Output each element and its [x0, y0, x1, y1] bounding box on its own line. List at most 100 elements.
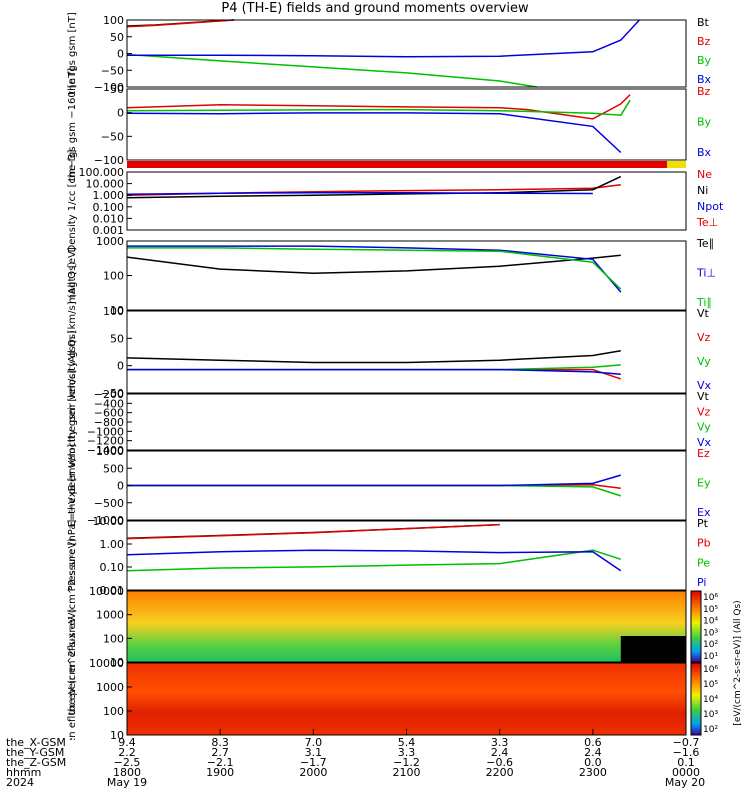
colorbar-label: [eV/(cm^2-s-sr-eV)] (All Qs): [733, 600, 743, 725]
ylabel-peer_eflux: the peer en eflux eV (cm^2-s-sr-eV): [67, 609, 78, 740]
xaxis-value: 2.2: [118, 746, 136, 759]
legend-Vx: Vx: [697, 379, 712, 392]
ytick-label: 0.01: [100, 584, 125, 597]
series-pressure-Pe: [126, 549, 622, 572]
xaxis-value: 2000: [299, 766, 328, 779]
ytick-label: −800: [94, 416, 124, 429]
ytick-label: 1000: [96, 609, 124, 622]
xaxis-value: 9.4: [118, 736, 136, 749]
colorbar-tick: 10⁵: [703, 680, 718, 690]
xaxis-value: 1900: [206, 766, 235, 779]
xaxis-value: 0.1: [677, 756, 695, 769]
series-peir_velocity-Vx: [127, 368, 621, 376]
legend-Ne: Ne: [697, 168, 712, 181]
legend-Vy: Vy: [697, 355, 711, 368]
legend-Bx: Bx: [697, 146, 712, 159]
legend-Ti∥: Ti∥: [696, 296, 712, 309]
legend-Te⊥: Te⊥: [696, 216, 718, 229]
xaxis-value: 2.4: [490, 746, 509, 759]
legend-Npot: Npot: [697, 200, 724, 213]
legend-Pb: Pb: [697, 537, 711, 550]
ytick-label: −1400: [87, 444, 124, 457]
ytick-label: 100: [103, 270, 124, 283]
date-start: May 19: [106, 776, 148, 789]
ylabel-fgs_gsm_160: the fgs gsm −160 [nT]: [67, 68, 78, 181]
colorbar-0: [690, 590, 702, 663]
legend-Pi: Pi: [697, 576, 706, 589]
frame-fgs_gsm_160: [126, 88, 687, 161]
ylabel-peir_velocity: the peir velocity gsm [km/s] (All Qs): [67, 262, 78, 443]
date-end: May 20: [664, 776, 706, 789]
ylabel-density: Density 1/cc [cm−3]: [67, 149, 78, 252]
legend-By: By: [697, 54, 712, 67]
ytick-label: 100: [103, 632, 124, 645]
panel-pressure: 10.00 1.00 0.10 0.01 Pressure [nPa] Pt Pb Pe Pi: [67, 515, 711, 597]
xaxis-value: 2300: [578, 766, 607, 779]
frame-fgs_gsm: [126, 19, 687, 88]
colorbar-tick: 10³: [703, 628, 718, 638]
xaxis-value: 2.4: [584, 746, 602, 759]
xaxis-value: 3.3: [490, 736, 509, 749]
series-peir_velocity-Vt: [126, 350, 621, 364]
legend-Vx: Vx: [697, 436, 712, 449]
ytick-label: 100: [103, 14, 124, 27]
ytick-label: 10.000: [86, 178, 125, 191]
ylabel-fgs_gsm: the fgs gsm [nT]: [67, 12, 78, 95]
ylabel-efield: E=−VxB [mV/m]: [67, 444, 78, 527]
ytick-label: 0.10: [100, 561, 125, 574]
xaxis-value: 0.6: [584, 736, 602, 749]
colorbar-1: [690, 662, 702, 736]
row-label-z: the_Z-GSM: [6, 756, 67, 769]
ytick-label: 1.00: [100, 538, 125, 551]
legend-Vz: Vz: [697, 405, 711, 418]
xaxis-value: −1.2: [393, 756, 420, 769]
xaxis-value: −0.7: [672, 736, 700, 749]
xaxis-value: 3.1: [304, 746, 323, 759]
ytick-label: 0.001: [93, 224, 125, 237]
colorbar-tick: 10³: [703, 710, 718, 720]
ytick-label: 100: [103, 705, 124, 718]
ytick-label: 0: [117, 107, 124, 120]
xaxis-value: 3.3: [397, 746, 416, 759]
ytick-label: −500: [94, 497, 124, 510]
xaxis-value: 5.4: [397, 736, 416, 749]
xaxis-value: 7.0: [304, 736, 323, 749]
ylabel-peir_eflux: the peir en eflux eV (cm^2-s-sr-eV): [67, 538, 78, 715]
ylabel-pressure: Pressure [nPa]: [67, 520, 78, 592]
ytick-label: −50: [101, 64, 124, 77]
ytick-label: −50: [101, 130, 124, 143]
series-density-Ni: [126, 175, 622, 199]
ytick-label: −200: [94, 388, 124, 401]
ytick-label: 10: [110, 656, 124, 669]
legend-Ex: Ex: [697, 506, 711, 519]
page-title: P4 (TH-E) fields and ground moments over…: [221, 1, 529, 16]
legend-Bx: Bx: [697, 73, 712, 86]
series-fgs_gsm_160-By: [126, 99, 631, 116]
ytick-label: −100: [94, 81, 124, 94]
series-efield-Ey: [127, 484, 622, 497]
xaxis-value: −2.1: [206, 756, 234, 769]
series-efield-Ex: [127, 474, 622, 487]
legend-Vy: Vy: [697, 421, 711, 434]
ylabel-peer_velocity: the peer velocity gsm [km/s] (All Qs): [67, 330, 78, 514]
legend-Pt: Pt: [697, 517, 709, 530]
ytick-label: 0: [117, 360, 124, 373]
ytick-label: 50: [110, 83, 124, 96]
frame-peir_eflux: [126, 590, 687, 663]
panel-peir_eflux: 10000 1000 100 10 the peir en eflux eV (cm^2…: [67, 538, 687, 715]
ytick-label: 10: [110, 729, 124, 740]
ytick-label: 10.00: [93, 515, 125, 528]
xaxis-value: 2.7: [211, 746, 229, 759]
ytick-label: −600: [94, 407, 124, 420]
xaxis-value: 2100: [392, 766, 421, 779]
xaxis-value: 1800: [113, 766, 141, 779]
legend-Bz: Bz: [697, 85, 711, 98]
frame-temperature: [126, 240, 687, 311]
colorbar-tick: 10²: [703, 725, 718, 735]
heatmap-gap: [620, 636, 686, 662]
ytick-label: 10000: [89, 657, 124, 670]
ytick-label: −1200: [87, 435, 124, 448]
